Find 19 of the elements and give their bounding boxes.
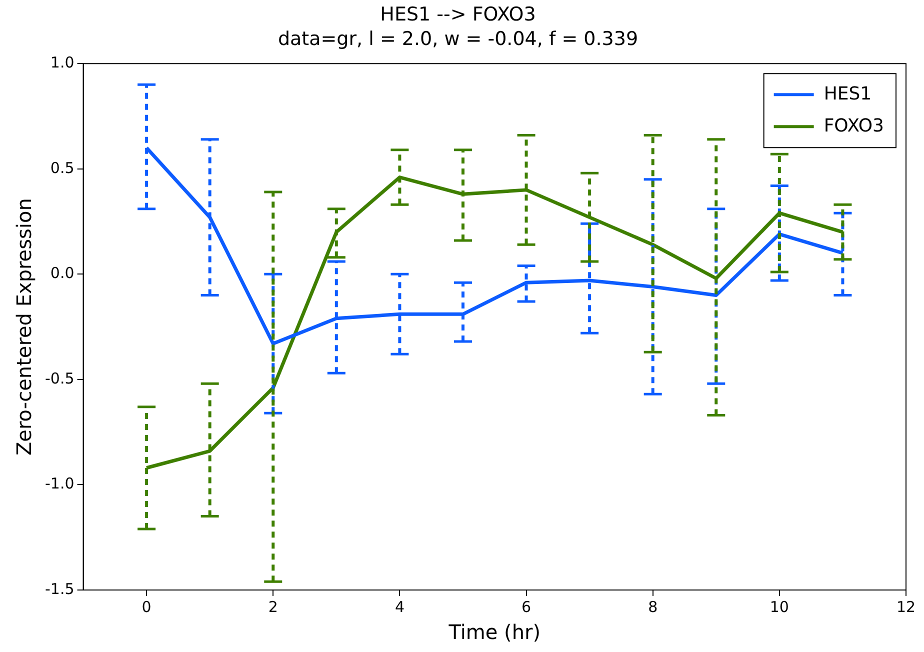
x-tick-label: 0 bbox=[142, 598, 152, 616]
y-tick-label: 0.5 bbox=[50, 158, 74, 177]
x-tick-label: 8 bbox=[648, 598, 658, 616]
y-tick-label: -1.0 bbox=[44, 474, 74, 493]
x-tick-label: 12 bbox=[896, 598, 916, 616]
y-axis-title: Zero-centered Expression bbox=[12, 198, 36, 456]
y-tick-label: 1.0 bbox=[50, 53, 74, 72]
y-tick-label: 0.0 bbox=[50, 264, 74, 282]
chart-subtitle: data=gr, l = 2.0, w = -0.04, f = 0.339 bbox=[278, 28, 638, 50]
legend-label: HES1 bbox=[824, 83, 872, 104]
x-tick-label: 2 bbox=[268, 598, 278, 616]
x-tick-label: 6 bbox=[522, 598, 532, 616]
chart-title: HES1 --> FOXO3 bbox=[380, 3, 536, 26]
x-axis-title: Time (hr) bbox=[448, 620, 541, 644]
y-tick-label: -0.5 bbox=[44, 369, 74, 388]
x-tick-label: 10 bbox=[770, 598, 789, 616]
legend-label: FOXO3 bbox=[824, 115, 884, 136]
y-tick-label: -1.5 bbox=[44, 580, 74, 598]
x-tick-label: 4 bbox=[394, 598, 404, 616]
